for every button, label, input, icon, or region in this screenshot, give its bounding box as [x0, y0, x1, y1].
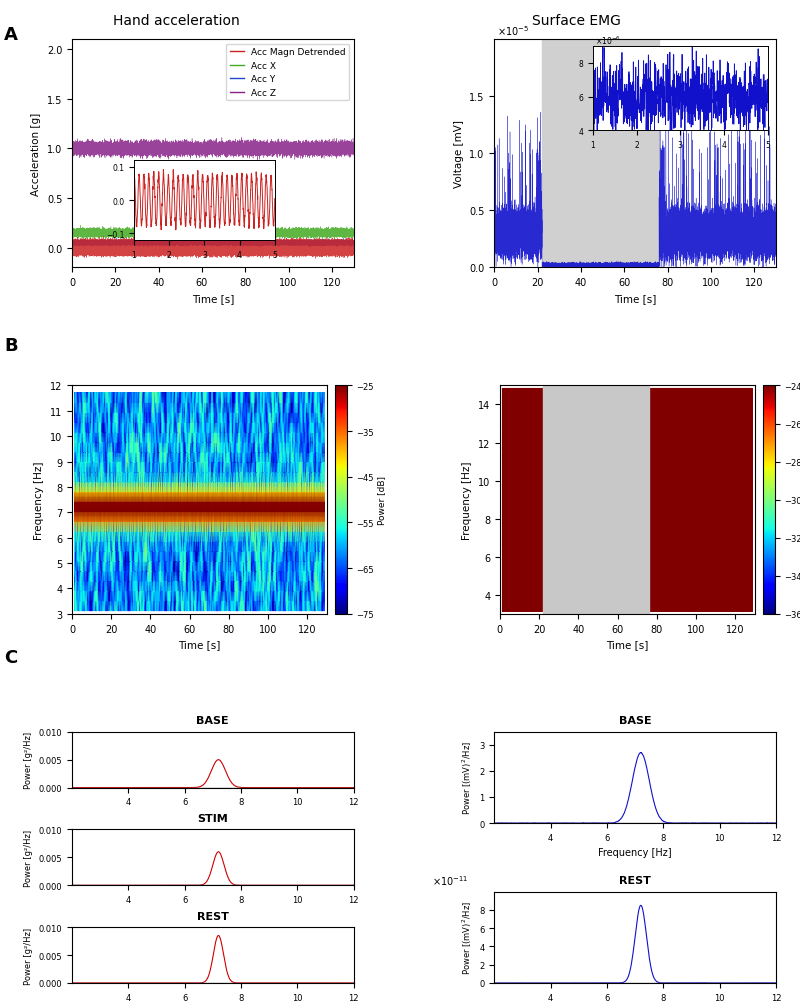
X-axis label: Time [s]: Time [s]: [192, 294, 234, 304]
Title: BASE: BASE: [197, 716, 229, 726]
X-axis label: Frequency [Hz]: Frequency [Hz]: [598, 848, 672, 858]
Text: $\times10^{-5}$: $\times10^{-5}$: [498, 24, 530, 37]
Title: REST: REST: [197, 911, 229, 921]
X-axis label: Time [s]: Time [s]: [614, 294, 656, 304]
X-axis label: Time [s]: Time [s]: [178, 640, 221, 649]
Text: $\times10^{-11}$: $\times10^{-11}$: [433, 874, 469, 888]
Legend: Acc Magn Detrended, Acc X, Acc Y, Acc Z: Acc Magn Detrended, Acc X, Acc Y, Acc Z: [226, 44, 349, 101]
Text: B: B: [4, 337, 18, 355]
Title: REST: REST: [619, 876, 651, 886]
Y-axis label: Power [g²/Hz]: Power [g²/Hz]: [24, 828, 33, 886]
Y-axis label: Power [g²/Hz]: Power [g²/Hz]: [24, 927, 33, 984]
Text: C: C: [4, 648, 18, 666]
Y-axis label: Frequency [Hz]: Frequency [Hz]: [462, 461, 472, 540]
Y-axis label: Acceleration [g]: Acceleration [g]: [31, 112, 42, 196]
Bar: [542, 40, 659, 268]
Text: Hand acceleration: Hand acceleration: [113, 14, 239, 28]
Y-axis label: Power [g²/Hz]: Power [g²/Hz]: [24, 731, 33, 788]
Y-axis label: Power [(mV)$^2$/Hz]: Power [(mV)$^2$/Hz]: [460, 740, 474, 814]
Title: BASE: BASE: [619, 716, 651, 726]
Y-axis label: Frequency [Hz]: Frequency [Hz]: [34, 461, 44, 540]
Y-axis label: Power [dB]: Power [dB]: [377, 475, 386, 525]
Bar: [543, 329, 649, 614]
Text: Surface EMG: Surface EMG: [531, 14, 621, 28]
Y-axis label: Voltage [mV]: Voltage [mV]: [454, 120, 464, 189]
X-axis label: Time [s]: Time [s]: [606, 640, 649, 649]
Title: STIM: STIM: [198, 813, 228, 823]
Y-axis label: Power [(mV)$^2$/Hz]: Power [(mV)$^2$/Hz]: [460, 901, 474, 974]
Text: A: A: [4, 26, 18, 44]
